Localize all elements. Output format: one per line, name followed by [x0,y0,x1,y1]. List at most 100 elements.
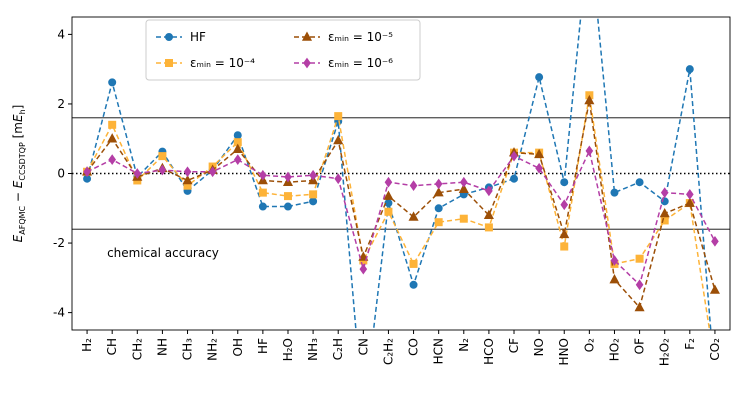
x-tick-label: F₂ [683,338,697,350]
marker [560,199,569,211]
marker [158,152,167,161]
series-line [86,95,711,330]
x-tick-label: HCO [482,338,496,365]
marker [535,162,543,174]
legend-marker [165,33,173,41]
x-tick-label: CN [356,338,370,355]
marker [107,133,118,143]
marker [309,169,317,181]
marker [610,188,619,197]
y-tick-label: -4 [53,306,65,320]
marker [484,223,493,232]
marker [635,254,644,263]
marker [433,187,444,197]
x-tick-label: OF [633,338,647,354]
x-tick-label: C₂H [331,338,345,360]
y-axis-label-part: E [11,114,25,122]
marker [711,235,719,247]
marker [660,187,669,198]
marker [309,197,318,206]
x-tick-label: C₂H₂ [381,338,395,365]
y-axis-label-part: CCSDTQP [18,142,27,181]
y-axis-label-part: AFQMC [18,205,27,234]
annotation: chemical accuracy [107,246,219,260]
legend-label: εₘᵢₙ = 10⁻⁴ [190,56,255,70]
x-tick-label: CO₂ [708,338,722,361]
marker [635,279,644,291]
marker [535,73,544,82]
x-tick-label: H₂O₂ [658,338,672,366]
y-axis-label-part: E [11,180,25,188]
marker [510,174,519,183]
marker [510,150,518,162]
y-axis-label-part: E [11,234,25,242]
x-tick-label: HO₂ [607,338,621,361]
marker [334,173,343,185]
marker [659,207,670,218]
marker [333,134,344,145]
x-tick-label: CH₃ [181,338,195,360]
x-tick-label: OH [231,338,245,356]
marker [560,178,569,187]
marker [559,228,570,239]
marker [584,94,595,105]
x-tick-label: CH₂ [130,338,144,360]
series-line [86,148,716,287]
marker [384,207,393,216]
y-tick-label: 2 [57,97,65,111]
marker [684,197,695,207]
marker [534,148,545,159]
marker [258,202,267,211]
marker [334,112,343,121]
marker [183,166,192,178]
marker [685,65,694,74]
x-tick-label: NH₃ [306,338,320,361]
marker [459,214,468,223]
x-tick-label: H₂O [281,338,295,361]
marker [83,166,91,178]
marker [208,166,217,178]
x-tick-label: HF [256,338,270,354]
marker [409,259,418,268]
y-tick-label: 0 [57,167,65,181]
legend-marker [303,57,311,69]
marker [359,263,368,275]
marker [459,176,468,188]
marker [108,120,117,129]
marker [434,178,443,190]
marker [158,164,167,176]
marker [634,301,645,312]
marker [383,190,394,200]
y-axis-label-part: ] [11,105,25,110]
marker [182,174,193,185]
legend-label: HF [190,30,206,44]
marker [686,189,694,200]
marker [485,185,493,197]
marker [233,131,242,140]
y-axis-label-part: − [11,188,25,206]
y-tick-label: -2 [53,236,65,250]
marker [309,190,318,199]
marker [283,202,292,211]
marker [409,280,418,289]
marker [358,251,369,261]
marker [585,145,594,157]
x-tick-label: NH [155,338,169,356]
marker [458,183,469,193]
marker [108,154,116,165]
marker [609,274,620,284]
marker [483,209,494,220]
marker [434,218,443,227]
marker [635,178,644,187]
marker [283,192,292,201]
y-axis-label: EAFQMC − ECCSDTQP [mEh] [11,105,27,243]
x-tick-label: N₂ [457,338,471,352]
legend-box [145,19,421,81]
marker [409,180,418,192]
marker [408,211,419,221]
x-tick-label: NO [532,338,546,356]
marker [258,188,267,197]
marker [232,143,243,153]
marker [133,168,142,179]
marker [108,78,117,87]
